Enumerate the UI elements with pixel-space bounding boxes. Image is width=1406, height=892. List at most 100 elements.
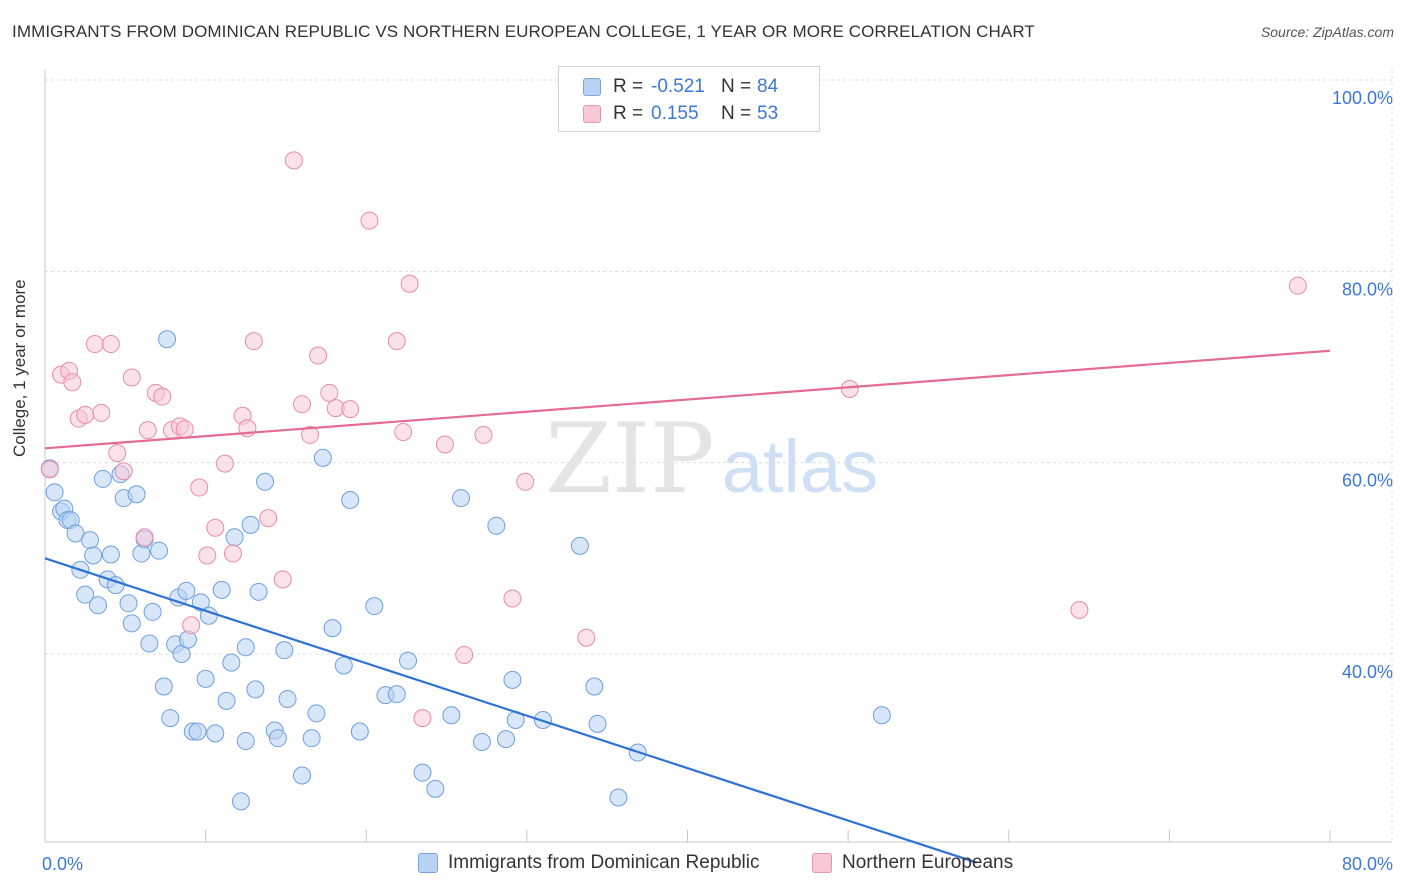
point-northern-european [516,472,535,491]
legend-row-blue: R = -0.521 N = 84 [583,74,778,100]
legend-r-label: R = [613,103,644,124]
point-dominican-republic [140,634,159,653]
point-northern-european [101,335,120,354]
point-dominican-republic [177,581,196,600]
series-label-blue: Immigrants from Dominican Republic [448,852,760,873]
point-northern-european [259,509,278,528]
point-dominican-republic [246,680,265,699]
correlation-legend: R = -0.521 N = 84 R = 0.155 N = 53 [558,66,820,132]
point-northern-european [474,425,493,444]
point-dominican-republic [188,722,207,741]
point-northern-european [108,444,127,463]
point-northern-european [206,518,225,537]
point-dominican-republic [84,546,103,565]
point-northern-european [175,420,194,439]
y-tick-label: 80.0% [1342,279,1393,299]
point-dominican-republic [278,689,297,708]
series-label-pink: Northern Europeans [842,852,1014,873]
series-swatch-pink [812,853,832,873]
point-dominican-republic [119,594,138,613]
legend-row-pink: R = 0.155 N = 53 [583,101,778,127]
point-dominican-republic [413,763,432,782]
trendline-dominican-republic [44,557,977,864]
point-northern-european [153,387,172,406]
point-northern-european [273,570,292,589]
x-tick-label-right: 80.0% [1342,854,1393,874]
point-dominican-republic [334,656,353,675]
point-northern-european [435,435,454,454]
point-dominican-republic [503,670,522,689]
point-dominican-republic [217,691,236,710]
point-northern-european [301,425,320,444]
point-northern-european [85,335,104,354]
point-dominican-republic [241,515,260,534]
point-northern-european [114,462,133,481]
tick-label-layer: 40.0% 60.0% 80.0% 100.0% 0.0% 80.0% [42,88,1393,874]
point-dominican-republic [127,485,146,504]
axis-layer [44,70,1392,843]
point-dominican-republic [249,582,268,601]
point-dominican-republic [452,489,471,508]
point-northern-european [341,400,360,419]
point-dominican-republic [268,729,287,748]
point-northern-european [394,423,413,442]
point-dominican-republic [45,483,64,502]
chart-title: IMMIGRANTS FROM DOMINICAN REPUBLIC VS NO… [12,22,1035,41]
point-dominican-republic [89,596,108,615]
point-dominican-republic [609,788,628,807]
point-dominican-republic [350,722,369,741]
series-legend-blue[interactable]: Immigrants from Dominican Republic [418,852,760,874]
point-northern-european [503,589,522,608]
point-dominican-republic [222,653,241,672]
point-northern-european [360,211,379,230]
legend-r-value-blue: -0.521 [651,76,705,97]
watermark-zip: ZIP [545,403,714,515]
series-legend-pink[interactable]: Northern Europeans [812,852,1013,874]
legend-r-value-pink: 0.155 [651,103,699,124]
grid-layer [45,70,1393,842]
point-northern-european [293,395,311,414]
point-dominican-republic [387,685,406,704]
point-dominican-republic [365,597,384,616]
point-northern-european [284,151,303,170]
point-dominican-republic [122,614,141,633]
point-dominican-republic [231,792,250,811]
point-northern-european [1070,600,1089,619]
point-dominican-republic [256,472,275,491]
y-tick-label: 60.0% [1342,471,1393,491]
x-tick-label-left: 0.0% [42,854,83,874]
point-dominican-republic [158,330,177,349]
point-northern-european [400,274,419,293]
point-dominican-republic [442,706,461,725]
point-dominican-republic [487,516,506,535]
point-dominican-republic [161,709,180,728]
point-dominican-republic [399,651,418,670]
point-northern-european [309,346,328,365]
point-dominican-republic [472,733,491,752]
legend-r-label: R = [613,76,644,97]
point-dominican-republic [150,541,169,560]
legend-swatch-blue [583,78,601,96]
point-northern-european [40,460,59,479]
point-dominican-republic [93,469,112,488]
y-tick-label: 40.0% [1342,662,1393,682]
point-northern-european [244,332,263,351]
point-northern-european [387,332,406,351]
point-dominican-republic [101,545,120,564]
point-northern-european [215,454,234,473]
point-dominican-republic [206,724,225,743]
y-tick-label: 100.0% [1332,88,1393,108]
watermark: ZIP atlas [545,403,878,515]
legend-n-label: N = [721,76,752,97]
point-dominican-republic [236,638,255,657]
point-northern-european [223,544,242,563]
point-northern-european [320,383,339,402]
source-label: Source: ZipAtlas.com [1260,24,1394,40]
legend-swatch-pink [583,105,601,123]
point-dominican-republic [313,448,332,467]
point-northern-european [1288,276,1307,295]
point-dominican-republic [293,766,311,785]
legend-n-value-pink: 53 [757,103,779,124]
point-dominican-republic [225,528,244,547]
